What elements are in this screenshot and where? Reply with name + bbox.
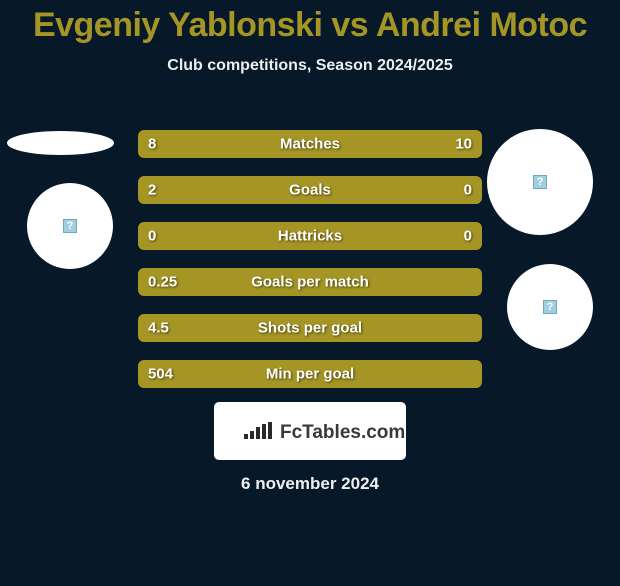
stat-row: 504 Min per goal — [138, 360, 482, 388]
stat-label: Matches — [280, 136, 340, 153]
page-subtitle: Club competitions, Season 2024/2025 — [0, 57, 620, 75]
stat-value-left: 0 — [148, 228, 156, 245]
page-title: Evgeniy Yablonski vs Andrei Motoc — [0, 6, 620, 45]
stat-label: Min per goal — [266, 366, 354, 383]
comparison-date: 6 november 2024 — [0, 474, 620, 494]
stat-row: 2 0 Goals — [138, 176, 482, 204]
stat-value-right: 0 — [464, 228, 472, 245]
stat-row: 0.25 Goals per match — [138, 268, 482, 296]
stat-label: Goals — [289, 182, 331, 199]
comparison-chart: 8 10 Matches 2 0 Goals 0 0 Hattricks 0.25 Goals pe… — [138, 130, 482, 406]
stat-row: 0 0 Hattricks — [138, 222, 482, 250]
stat-value-left: 2 — [148, 182, 156, 199]
stat-label: Goals per match — [251, 274, 369, 291]
stat-value-right: 10 — [455, 136, 472, 153]
stat-value-right: 0 — [464, 182, 472, 199]
stat-row: 4.5 Shots per goal — [138, 314, 482, 342]
avatar-right-2: ? — [507, 264, 593, 350]
stat-value-left: 504 — [148, 366, 173, 383]
disc-top-left — [7, 131, 114, 155]
fctables-badge: FcTables.com — [214, 402, 406, 460]
avatar-left: ? — [27, 183, 113, 269]
placeholder-icon: ? — [63, 219, 77, 233]
stat-row: 8 10 Matches — [138, 130, 482, 158]
avatar-right-1: ? — [487, 129, 593, 235]
stat-value-left: 4.5 — [148, 320, 169, 337]
placeholder-icon: ? — [533, 175, 547, 189]
stat-value-left: 0.25 — [148, 274, 177, 291]
badge-text: FcTables.com — [280, 422, 405, 443]
stat-label: Shots per goal — [258, 320, 362, 337]
stat-label: Hattricks — [278, 228, 342, 245]
placeholder-icon: ? — [543, 300, 557, 314]
stat-value-left: 8 — [148, 136, 156, 153]
